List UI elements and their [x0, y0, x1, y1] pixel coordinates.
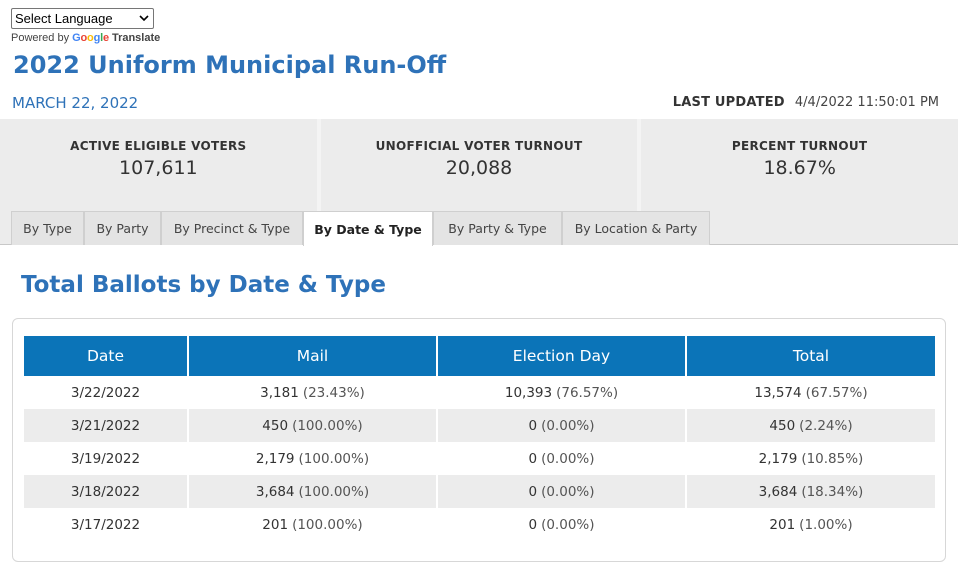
- table-header-row: Date Mail Election Day Total: [24, 336, 935, 376]
- mail-percent: (100.00%): [292, 516, 363, 533]
- cell-total: 2,179 (10.85%): [686, 442, 935, 475]
- mail-percent: (23.43%): [302, 384, 365, 401]
- column-header-election-day[interactable]: Election Day: [437, 336, 687, 376]
- total-count: 201: [769, 516, 796, 533]
- cell-mail: 201 (100.00%): [188, 508, 438, 541]
- total-count: 2,179: [758, 450, 798, 467]
- total-percent: (18.34%): [801, 483, 864, 500]
- stat-label: ACTIVE ELIGIBLE VOTERS: [70, 139, 247, 153]
- table-row: 3/22/2022 3,181 (23.43%) 10,393 (76.57%) 1…: [24, 376, 935, 409]
- turnout-stats-bar: ACTIVE ELIGIBLE VOTERS 107,611 UNOFFICIA…: [0, 119, 958, 211]
- total-percent: (1.00%): [799, 516, 853, 533]
- cell-election-day: 0 (0.00%): [437, 475, 687, 508]
- election-day-count: 0: [528, 516, 538, 533]
- column-header-total[interactable]: Total: [686, 336, 935, 376]
- google-translate-attribution: Powered by Google Translate: [11, 32, 160, 44]
- tab-by-precinct-and-type[interactable]: By Precinct & Type: [161, 211, 303, 245]
- table-row: 3/19/2022 2,179 (100.00%) 0 (0.00%) 2,179(…: [24, 442, 935, 475]
- stat-value: 18.67%: [763, 157, 836, 179]
- language-select-value: Select Language: [15, 11, 113, 26]
- cell-mail: 3,181 (23.43%): [188, 376, 438, 409]
- cell-mail: 450 (100.00%): [188, 409, 438, 442]
- mail-count: 3,684: [255, 483, 295, 500]
- mail-count: 3,181: [260, 384, 299, 401]
- election-day-percent: (0.00%): [541, 450, 595, 467]
- election-day-count: 10,393: [504, 384, 553, 401]
- stat-divider: [316, 119, 321, 211]
- cell-date: 3/21/2022: [24, 409, 189, 442]
- election-day-count: 0: [528, 417, 538, 434]
- total-percent: (67.57%): [805, 384, 868, 401]
- stat-divider: [637, 119, 642, 211]
- tab-by-party[interactable]: By Party: [84, 211, 161, 245]
- stat-value: 107,611: [119, 157, 198, 179]
- stat-percent-turnout: PERCENT TURNOUT 18.67%: [641, 119, 958, 211]
- mail-count: 201: [262, 516, 289, 533]
- ballots-by-date-table: Date Mail Election Day Total 3/22/2022 3…: [24, 336, 935, 541]
- election-day-percent: (0.00%): [541, 483, 595, 500]
- total-percent: (2.24%): [799, 417, 853, 434]
- mail-count: 2,179: [255, 450, 295, 467]
- total-percent: (10.85%): [801, 450, 864, 467]
- election-day-percent: (0.00%): [541, 417, 595, 434]
- stat-label: PERCENT TURNOUT: [731, 139, 868, 153]
- mail-percent: (100.00%): [298, 483, 370, 500]
- table-row: 3/18/2022 3,684 (100.00%) 0 (0.00%) 3,684(…: [24, 475, 935, 508]
- translate-text: Translate: [111, 32, 161, 44]
- cell-election-day: 0 (0.00%): [437, 442, 687, 475]
- cell-mail: 3,684 (100.00%): [188, 475, 438, 508]
- column-header-mail[interactable]: Mail: [188, 336, 438, 376]
- cell-total: 201 (1.00%): [686, 508, 935, 541]
- cell-total: 13,574 (67.57%): [686, 376, 935, 409]
- stat-label: UNOFFICIAL VOTER TURNOUT: [375, 139, 583, 153]
- election-day-percent: (0.00%): [541, 516, 595, 533]
- last-updated: LAST UPDATED 4/4/2022 11:50:01 PM: [673, 95, 939, 110]
- cell-date: 3/17/2022: [24, 508, 189, 541]
- mail-percent: (100.00%): [292, 417, 363, 434]
- cell-election-day: 0 (0.00%): [437, 508, 687, 541]
- google-logo[interactable]: Google: [72, 32, 109, 44]
- report-tabs: By Type By Party By Precinct & Type By D…: [0, 211, 958, 246]
- cell-total: 3,684 (18.34%): [686, 475, 935, 508]
- total-count: 3,684: [758, 483, 798, 500]
- section-title: Total Ballots by Date & Type: [21, 272, 386, 298]
- language-select[interactable]: Select Language: [11, 8, 154, 29]
- table-row: 3/21/2022 450 (100.00%) 0 (0.00%) 450 (2.24…: [24, 409, 935, 442]
- tab-by-type[interactable]: By Type: [11, 211, 84, 245]
- chevron-down-icon: [139, 15, 149, 22]
- last-updated-value: 4/4/2022 11:50:01 PM: [794, 95, 939, 110]
- cell-election-day: 10,393 (76.57%): [437, 376, 687, 409]
- column-header-date[interactable]: Date: [24, 336, 189, 376]
- tab-by-location-and-party[interactable]: By Location & Party: [562, 211, 710, 245]
- powered-by-text: Powered by: [11, 32, 70, 44]
- table-row: 3/17/2022 201 (100.00%) 0 (0.00%) 201 (1.00…: [24, 508, 935, 541]
- cell-election-day: 0 (0.00%): [437, 409, 687, 442]
- mail-percent: (100.00%): [298, 450, 370, 467]
- tab-by-date-and-type[interactable]: By Date & Type: [303, 211, 433, 246]
- total-count: 13,574: [754, 384, 802, 401]
- stat-unofficial-voter-turnout: UNOFFICIAL VOTER TURNOUT 20,088: [321, 119, 638, 211]
- election-day-count: 0: [528, 483, 538, 500]
- tab-by-party-and-type[interactable]: By Party & Type: [433, 211, 562, 245]
- total-count: 450: [769, 417, 796, 434]
- election-day-percent: (76.57%): [556, 384, 619, 401]
- cell-date: 3/22/2022: [24, 376, 189, 409]
- stat-active-eligible-voters: ACTIVE ELIGIBLE VOTERS 107,611: [0, 119, 317, 211]
- mail-count: 450: [262, 417, 289, 434]
- cell-date: 3/18/2022: [24, 475, 189, 508]
- page-title: 2022 Uniform Municipal Run-Off: [13, 51, 447, 79]
- cell-mail: 2,179 (100.00%): [188, 442, 438, 475]
- cell-total: 450 (2.24%): [686, 409, 935, 442]
- last-updated-label: LAST UPDATED: [672, 95, 785, 110]
- stat-value: 20,088: [445, 157, 513, 179]
- election-day-count: 0: [528, 450, 538, 467]
- election-date: MARCH 22, 2022: [12, 94, 139, 112]
- cell-date: 3/19/2022: [24, 442, 189, 475]
